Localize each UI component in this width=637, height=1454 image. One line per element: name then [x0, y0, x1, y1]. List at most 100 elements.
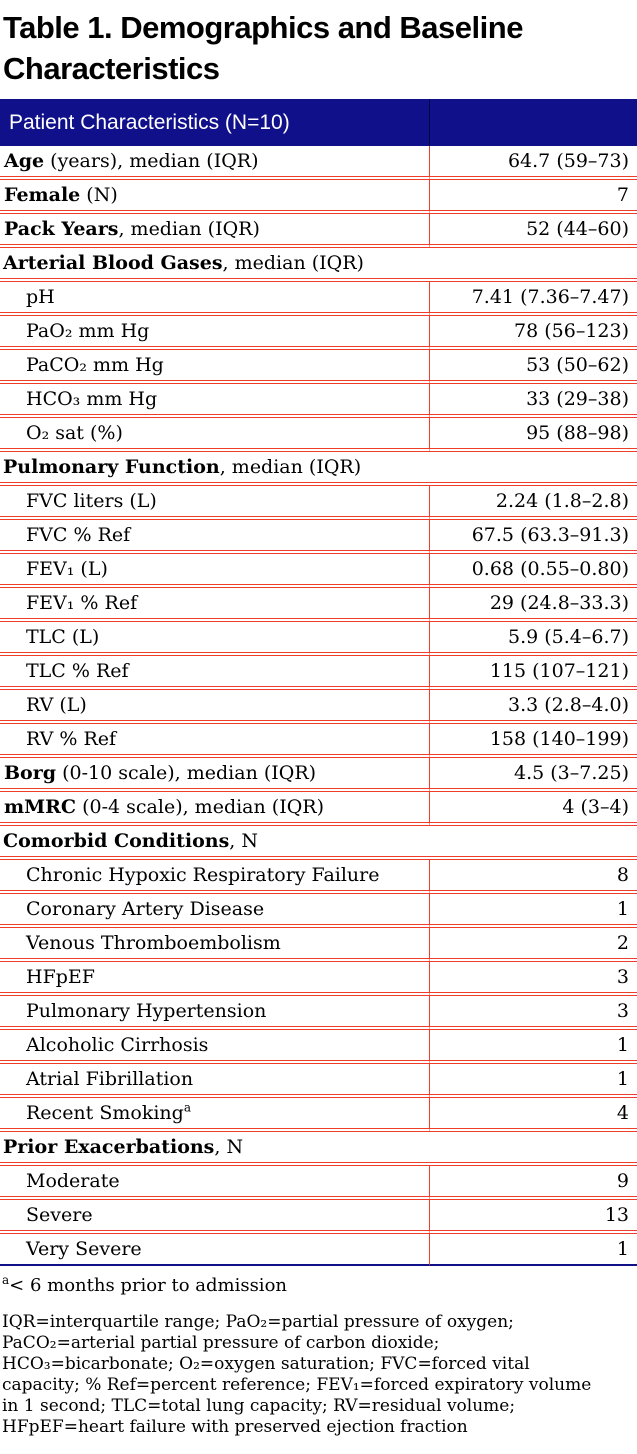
- abbreviation-line: HCO₃=bicarbonate; O₂=oxygen saturation; …: [2, 1354, 530, 1374]
- section-label-rest: , median (IQR): [219, 456, 362, 478]
- table-row: Borg (0-10 scale), median (IQR) 4.5 (3–7.…: [0, 758, 637, 792]
- row-value: 5.9 (5.4–6.7): [430, 622, 637, 656]
- section-row: Pulmonary Function, median (IQR): [0, 452, 637, 486]
- row-label-rest: FEV₁ % Ref: [26, 592, 138, 614]
- section-label: Prior Exacerbations, N: [0, 1132, 637, 1166]
- row-value: 1: [430, 1234, 637, 1266]
- table-row: FEV₁ (L) 0.68 (0.55–0.80): [0, 554, 637, 588]
- table-row: TLC (L) 5.9 (5.4–6.7): [0, 622, 637, 656]
- row-label-rest: RV % Ref: [26, 728, 117, 750]
- row-value: 52 (44–60): [430, 214, 637, 248]
- row-value: 1: [430, 894, 637, 928]
- row-value: 115 (107–121): [430, 656, 637, 690]
- footnotes: a< 6 months prior to admission IQR=inter…: [0, 1273, 637, 1438]
- section-label: Pulmonary Function, median (IQR): [0, 452, 637, 486]
- row-value: 1: [430, 1064, 637, 1098]
- row-label-rest: PaCO₂ mm Hg: [26, 354, 164, 376]
- row-value: 9: [430, 1166, 637, 1200]
- row-label-rest: (0-10 scale), median (IQR): [56, 762, 317, 784]
- row-value: 33 (29–38): [430, 384, 637, 418]
- section-row: Prior Exacerbations, N: [0, 1132, 637, 1166]
- row-label: FEV₁ % Ref: [0, 588, 430, 622]
- row-label-bold: Borg: [4, 762, 57, 784]
- row-label: Pack Years, median (IQR): [0, 214, 430, 248]
- row-label-rest: Severe: [26, 1204, 93, 1226]
- table-row: Pulmonary Hypertension 3: [0, 996, 637, 1030]
- row-value: 8: [430, 860, 637, 894]
- row-label: Very Severe: [0, 1234, 430, 1266]
- row-label-rest: FVC liters (L): [26, 490, 157, 512]
- row-label: HCO₃ mm Hg: [0, 384, 430, 418]
- row-label-rest: FVC % Ref: [26, 524, 131, 546]
- row-label-rest: Atrial Fibrillation: [26, 1068, 194, 1090]
- row-label: Pulmonary Hypertension: [0, 996, 430, 1030]
- row-label-rest: pH: [26, 286, 55, 308]
- row-label: PaO₂ mm Hg: [0, 316, 430, 350]
- row-label-rest: Chronic Hypoxic Respiratory Failure: [26, 864, 380, 886]
- row-label-rest: (0-4 scale), median (IQR): [76, 796, 324, 818]
- table-header-value-cell: [430, 99, 637, 146]
- row-label: RV (L): [0, 690, 430, 724]
- row-label-rest: HFpEF: [26, 966, 95, 988]
- section-label-bold: Comorbid Conditions: [3, 830, 230, 852]
- row-label: TLC % Ref: [0, 656, 430, 690]
- footnote-a-marker: a: [2, 1273, 10, 1287]
- table-row: FVC liters (L) 2.24 (1.8–2.8): [0, 486, 637, 520]
- table-row: Alcoholic Cirrhosis 1: [0, 1030, 637, 1064]
- row-value: 4 (3–4): [430, 792, 637, 826]
- row-label: Moderate: [0, 1166, 430, 1200]
- table-row: FVC % Ref 67.5 (63.3–91.3): [0, 520, 637, 554]
- row-label-rest: TLC % Ref: [26, 660, 129, 682]
- table-row: Very Severe 1: [0, 1234, 637, 1266]
- section-label-rest: , median (IQR): [222, 252, 364, 274]
- row-label: Female (N): [0, 180, 430, 214]
- table-row: Chronic Hypoxic Respiratory Failure 8: [0, 860, 637, 894]
- table-header-row: Patient Characteristics (N=10): [0, 99, 637, 146]
- row-label-rest: FEV₁ (L): [26, 558, 108, 580]
- row-label-bold: Female: [4, 184, 81, 206]
- row-label: FVC liters (L): [0, 486, 430, 520]
- section-label: Comorbid Conditions, N: [0, 826, 637, 860]
- row-label: HFpEF: [0, 962, 430, 996]
- abbreviation-line: capacity; % Ref=percent reference; FEV₁=…: [2, 1375, 592, 1395]
- footnote-a: a< 6 months prior to admission: [2, 1273, 637, 1297]
- row-label: Borg (0-10 scale), median (IQR): [0, 758, 430, 792]
- table-row: HFpEF 3: [0, 962, 637, 996]
- row-value: 64.7 (59–73): [430, 146, 637, 180]
- row-value: 67.5 (63.3–91.3): [430, 520, 637, 554]
- abbreviation-line: HFpEF=heart failure with preserved eject…: [2, 1417, 468, 1437]
- row-label-rest: HCO₃ mm Hg: [26, 388, 158, 410]
- row-label-rest: (years), median (IQR): [44, 150, 259, 172]
- table-row: Venous Thromboembolism 2: [0, 928, 637, 962]
- section-row: Comorbid Conditions, N: [0, 826, 637, 860]
- row-label-rest: RV (L): [26, 694, 87, 716]
- row-label-rest: Pulmonary Hypertension: [26, 1000, 267, 1022]
- row-value: 7: [430, 180, 637, 214]
- row-label-rest: Moderate: [26, 1170, 120, 1192]
- row-label: PaCO₂ mm Hg: [0, 350, 430, 384]
- row-value: 2: [430, 928, 637, 962]
- row-label: FEV₁ (L): [0, 554, 430, 588]
- table-row: HCO₃ mm Hg 33 (29–38): [0, 384, 637, 418]
- table-row: PaO₂ mm Hg 78 (56–123): [0, 316, 637, 350]
- row-label-rest: (N): [80, 184, 118, 206]
- table-row: O₂ sat (%) 95 (88–98): [0, 418, 637, 452]
- table-row: Severe 13: [0, 1200, 637, 1234]
- table-row: RV % Ref 158 (140–199): [0, 724, 637, 758]
- demographics-table: Patient Characteristics (N=10) Age (year…: [0, 99, 637, 1266]
- row-label-bold: Pack Years: [4, 218, 119, 240]
- row-label: Chronic Hypoxic Respiratory Failure: [0, 860, 430, 894]
- table-row: Recent Smokinga 4: [0, 1098, 637, 1132]
- section-label-bold: Pulmonary Function: [3, 456, 220, 478]
- table-row: PaCO₂ mm Hg 53 (50–62): [0, 350, 637, 384]
- section-label-rest: , N: [214, 1136, 244, 1158]
- row-value: 3: [430, 962, 637, 996]
- table-row: TLC % Ref 115 (107–121): [0, 656, 637, 690]
- row-label: FVC % Ref: [0, 520, 430, 554]
- row-label: Recent Smokinga: [0, 1098, 430, 1132]
- table-row: Pack Years, median (IQR) 52 (44–60): [0, 214, 637, 248]
- row-label: O₂ sat (%): [0, 418, 430, 452]
- row-label: RV % Ref: [0, 724, 430, 758]
- row-label: Venous Thromboembolism: [0, 928, 430, 962]
- row-label: TLC (L): [0, 622, 430, 656]
